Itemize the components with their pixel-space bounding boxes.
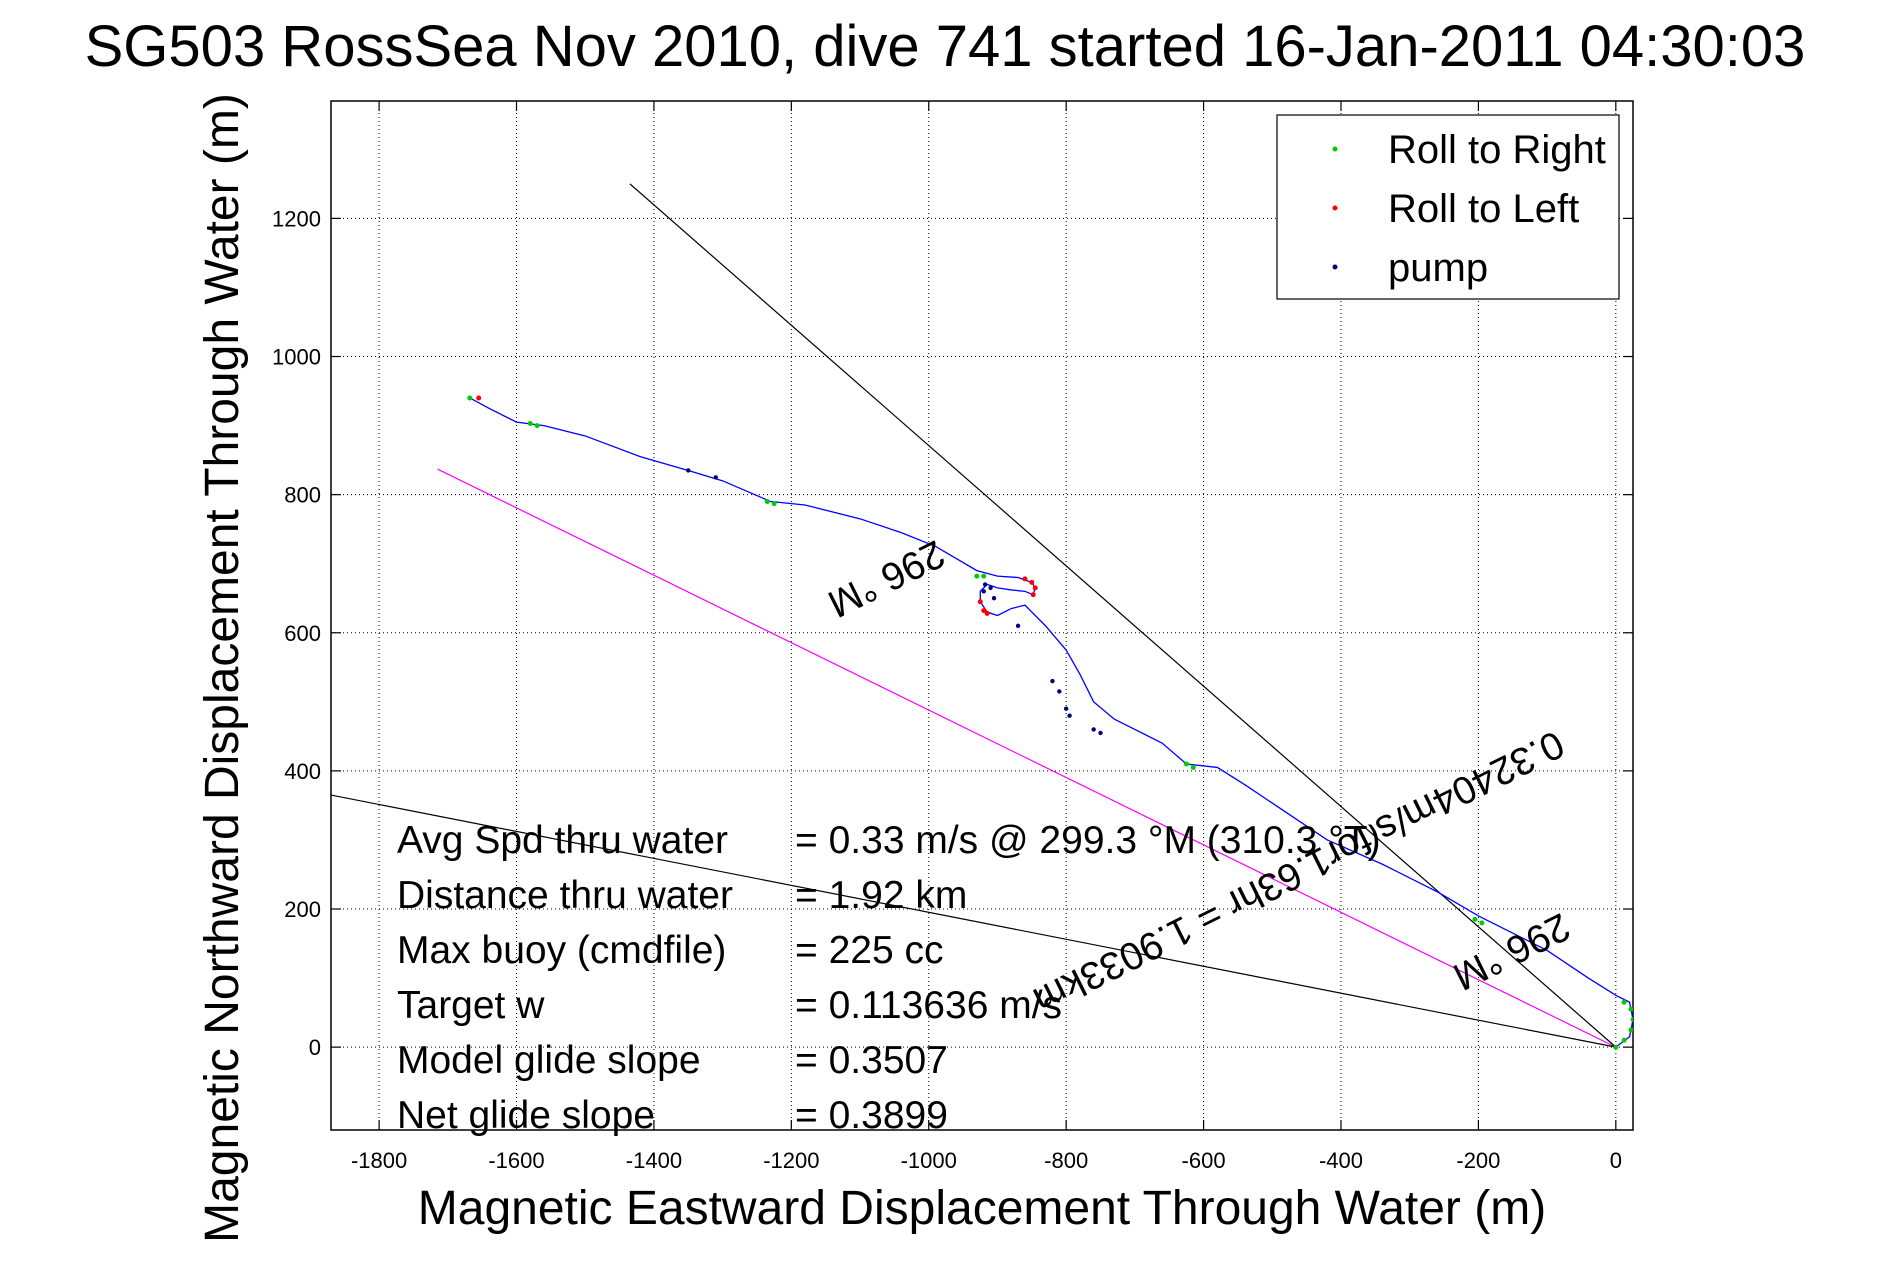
roll-right-point — [1613, 1044, 1619, 1050]
roll-left-point — [1022, 576, 1028, 582]
roll-right-point — [1628, 1027, 1633, 1033]
pump-point — [1067, 713, 1072, 718]
pump-point — [988, 585, 993, 591]
pump-point — [1091, 727, 1096, 732]
y-axis-label: Magnetic Northward Displacement Through … — [196, 93, 249, 1243]
track-line — [469, 397, 1633, 1048]
roll-right-point — [1621, 1037, 1627, 1043]
legend-marker — [1332, 205, 1338, 211]
pump-point — [991, 596, 997, 601]
roll-right-point — [1472, 916, 1478, 922]
pump-point — [981, 589, 986, 594]
legend-marker — [1332, 146, 1338, 152]
pump-point — [713, 475, 718, 480]
legend-label: Roll to Right — [1388, 128, 1606, 172]
stat-label: Distance thru water — [397, 874, 733, 917]
roll-left-point — [476, 395, 482, 401]
reference-line — [437, 468, 1617, 1048]
x-tick-label: -200 — [1456, 1148, 1500, 1173]
x-tick-label: -800 — [1044, 1148, 1088, 1173]
stats-block: Avg Spd thru water = 0.33 m/s @ 299.3 °M … — [397, 819, 1381, 1137]
x-tick-label: 0 — [1610, 1148, 1622, 1173]
pump-point — [1057, 689, 1062, 694]
reference-lines — [331, 183, 1617, 1048]
pump-point — [982, 582, 988, 587]
roll-left-point — [981, 608, 987, 614]
pump-point — [1015, 623, 1021, 629]
legend-label: pump — [1388, 246, 1488, 290]
pump-point — [1098, 730, 1103, 736]
y-tick-label: 0 — [309, 1035, 321, 1060]
roll-right-point — [764, 499, 770, 505]
roll-right-point — [1183, 761, 1189, 767]
roll-left-point — [1030, 592, 1036, 598]
stat-value: = 0.3899 — [795, 1094, 948, 1137]
y-tick-label: 600 — [284, 621, 321, 646]
roll-left-point — [977, 599, 983, 605]
x-axis-label: Magnetic Eastward Displacement Through W… — [418, 1182, 1546, 1235]
stat-label: Model glide slope — [397, 1039, 701, 1082]
roll-right-point — [527, 421, 533, 427]
x-tick-label: -1600 — [488, 1148, 544, 1173]
chart-title: SG503 RossSea Nov 2010, dive 741 started… — [85, 14, 1806, 79]
legend: Roll to Right Roll to Left pump — [1276, 114, 1620, 300]
pump-point — [1050, 678, 1055, 684]
roll-right-point — [974, 573, 980, 579]
roll-right-point — [1190, 764, 1196, 770]
x-tick-label: -600 — [1182, 1148, 1226, 1173]
y-tick-label: 1200 — [272, 206, 321, 231]
roll-right-point — [534, 423, 540, 429]
stat-value: = 225 cc — [795, 929, 944, 972]
roll-right-point — [467, 395, 473, 401]
roll-right-point — [1628, 1006, 1633, 1012]
roll-right-point — [771, 501, 777, 507]
stat-label: Avg Spd thru water — [397, 819, 728, 862]
y-tick-label: 800 — [284, 483, 321, 508]
stat-value: = 1.92 km — [795, 874, 967, 917]
stat-value: = 0.33 m/s @ 299.3 °M (310.3 °T) — [795, 819, 1381, 862]
x-tick-label: -1200 — [763, 1148, 819, 1173]
roll-right-point — [1630, 1017, 1633, 1023]
stat-label: Target w — [397, 984, 545, 1027]
roll-left-point — [1029, 579, 1035, 585]
marker-points — [467, 395, 1633, 1050]
pump-point — [686, 468, 691, 473]
dive-track — [469, 397, 1633, 1048]
roll-right-point — [981, 573, 987, 579]
stat-label: Max buoy (cmdfile) — [397, 929, 726, 972]
x-tick-label: -1400 — [626, 1148, 682, 1173]
reference-line — [331, 794, 1616, 1048]
x-tick-label: -1800 — [351, 1148, 407, 1173]
stat-value: = 0.113636 m/s — [795, 984, 1062, 1027]
pump-point — [1063, 706, 1069, 711]
roll-left-point — [1032, 585, 1038, 591]
x-tick-label: -1000 — [901, 1148, 957, 1173]
roll-right-point — [1621, 999, 1627, 1005]
x-tick-label: -400 — [1319, 1148, 1363, 1173]
stat-value: = 0.3507 — [795, 1039, 948, 1082]
roll-right-point — [1479, 920, 1485, 926]
legend-label: Roll to Left — [1388, 187, 1579, 231]
y-tick-label: 400 — [284, 759, 321, 784]
roll-left-point — [984, 610, 990, 616]
stat-label: Net glide slope — [397, 1094, 655, 1137]
y-tick-label: 200 — [284, 897, 321, 922]
legend-marker — [1332, 264, 1338, 270]
reference-line — [629, 183, 1617, 1048]
axis-ticks: -1800 -1600 -1400 -1200 -1000 -800 -600 -400 -20… — [272, 101, 1633, 1173]
y-tick-label: 1000 — [272, 345, 321, 370]
